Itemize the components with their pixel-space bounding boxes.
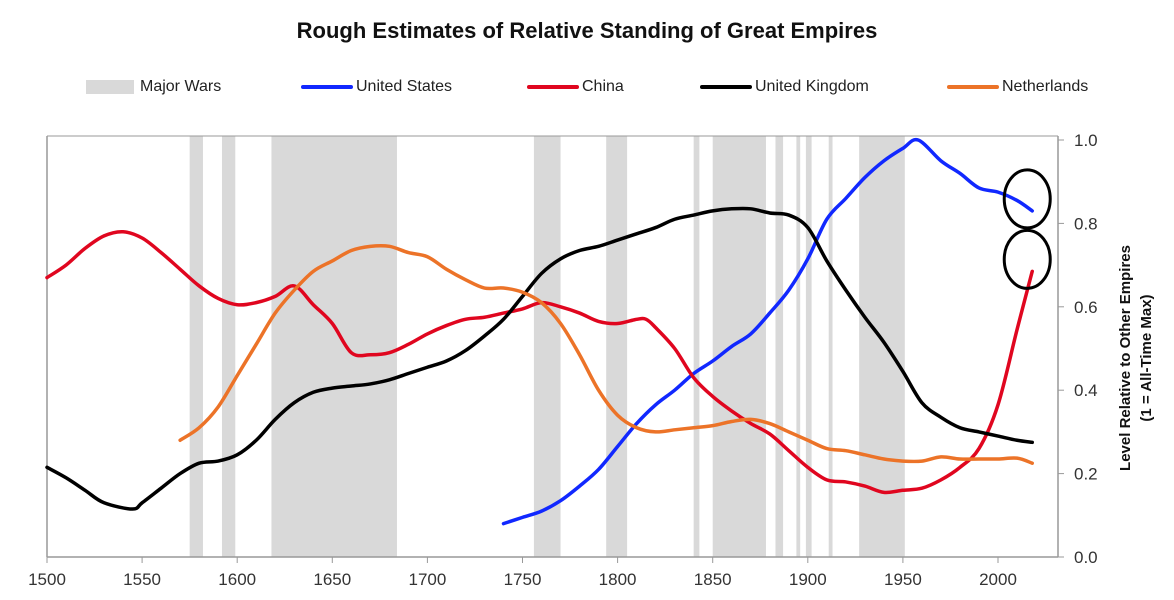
legend-swatch-united-kingdom	[700, 85, 752, 89]
major-war-band	[533, 136, 561, 557]
legend-label-united-states: United States	[356, 78, 453, 95]
legend-item-major-wars: Major Wars	[86, 78, 221, 96]
annotation-circle-united-states	[1002, 168, 1052, 230]
y-tick-label: 0.8	[1074, 214, 1098, 233]
legend-item-netherlands: Netherlands	[947, 78, 1088, 96]
x-tick-label: 1800	[599, 570, 637, 589]
series-line-netherlands	[178, 243, 1034, 465]
major-war-band	[828, 136, 833, 557]
x-tick-label: 1500	[28, 570, 66, 589]
x-tick-label: 1750	[504, 570, 542, 589]
annotation-circle-china	[1002, 228, 1052, 290]
major-war-band	[859, 136, 905, 557]
major-war-band	[271, 136, 397, 557]
x-tick-label: 1700	[408, 570, 446, 589]
series-line-united-kingdom	[45, 206, 1034, 511]
major-wars-bands	[189, 136, 905, 557]
legend-item-china: China	[527, 78, 624, 96]
x-tick-label: 1850	[694, 570, 732, 589]
legend-swatch-united-states	[301, 85, 353, 89]
legend-label-china: China	[582, 78, 624, 95]
legend-swatch-china	[527, 85, 579, 89]
major-war-band	[712, 136, 766, 557]
major-war-band	[775, 136, 784, 557]
legend-item-united-states: United States	[301, 78, 452, 96]
legend-label-united-kingdom: United Kingdom	[755, 78, 869, 95]
series-lines	[45, 137, 1034, 526]
x-tick-label: 1600	[218, 570, 256, 589]
y-axis-label: Level Relative to Other Empires	[1117, 245, 1134, 471]
major-war-band	[221, 136, 236, 557]
legend-label-major-wars: Major Wars	[140, 78, 222, 95]
y-tick-label: 0.0	[1074, 548, 1098, 567]
legend-item-united-kingdom: United Kingdom	[700, 78, 869, 96]
legend-label-netherlands: Netherlands	[1002, 78, 1089, 95]
y-axis-label-note: (1 = All-Time Max)	[1138, 294, 1155, 421]
y-tick-label: 1.0	[1074, 131, 1098, 150]
series-line-united-states	[501, 137, 1034, 526]
legend: Major Wars United States China United Ki…	[0, 78, 1174, 98]
legend-swatch-major-wars	[86, 80, 134, 94]
chart-title: Rough Estimates of Relative Standing of …	[296, 18, 878, 43]
x-tick-label: 1650	[313, 570, 351, 589]
x-tick-label: 1950	[884, 570, 922, 589]
y-tick-label: 0.4	[1074, 381, 1098, 400]
major-war-band	[805, 136, 812, 557]
major-war-band	[606, 136, 628, 557]
y-tick-label: 0.2	[1074, 465, 1098, 484]
x-tick-label: 2000	[979, 570, 1017, 589]
legend-swatch-netherlands	[947, 85, 999, 89]
axes: 1500 1550 1600 1650 1700 1750 1800 1850 1900 1950…	[28, 131, 1098, 589]
x-tick-label: 1550	[123, 570, 161, 589]
major-war-band	[693, 136, 700, 557]
y-tick-label: 0.6	[1074, 298, 1098, 317]
series-line-china	[45, 229, 1034, 495]
major-war-band	[796, 136, 801, 557]
annotations	[1002, 168, 1052, 290]
major-war-band	[189, 136, 203, 557]
x-tick-label: 1900	[789, 570, 827, 589]
